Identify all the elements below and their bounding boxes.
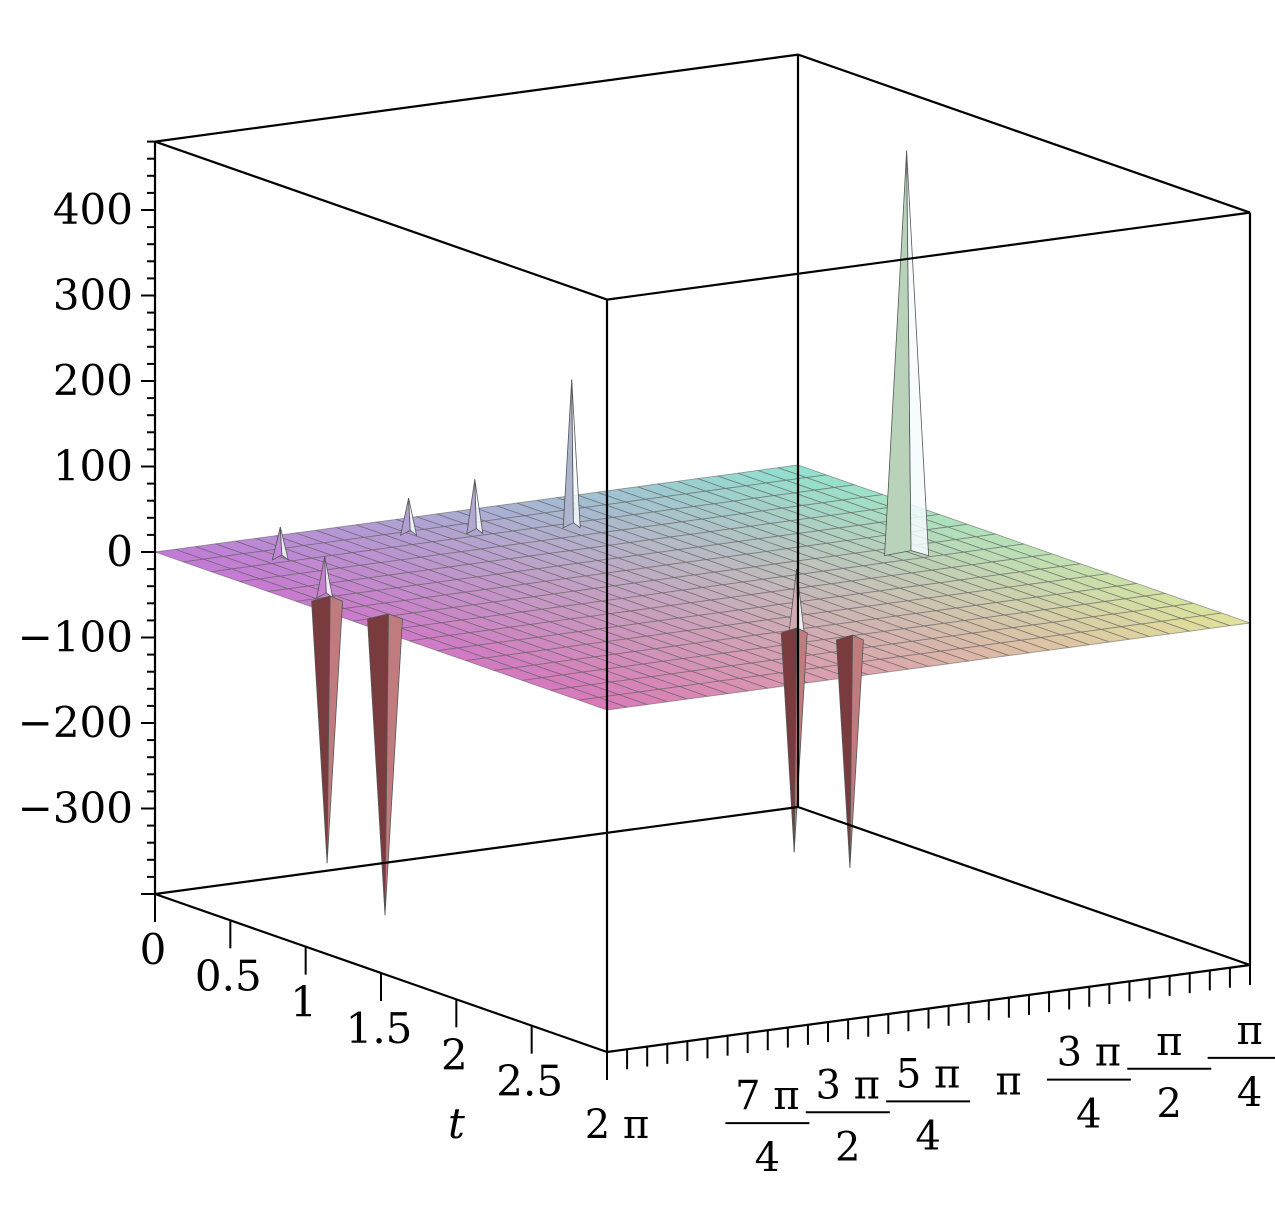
z-axis: 400 300 200 100 0 −100 −200 −300: [18, 140, 155, 895]
bounding-box: [153, 53, 1252, 1054]
t-tick-label: 1.5: [346, 1004, 413, 1053]
spike-highlight: [474, 479, 484, 535]
spike-highlight: [384, 613, 403, 916]
z-tick-label: 100: [53, 442, 133, 491]
theta-tick-denominator: 2: [1157, 1081, 1182, 1127]
theta-tick-numerator: 3 π: [1057, 1030, 1121, 1076]
spike-layer: [271, 150, 930, 916]
box-edge: [154, 805, 799, 896]
theta-axis: 2 π 7 π 4 3 π 2 5 π 4 π 3 π 4 π 2 π 4: [585, 965, 1275, 1181]
theta-tick-numerator: 3 π: [816, 1062, 880, 1108]
z-tick-label: 0: [106, 527, 133, 576]
spike-highlight: [906, 150, 930, 557]
theta-tick-denominator: 4: [1237, 1070, 1262, 1116]
spike-highlight: [793, 627, 808, 853]
z-tick-label: −200: [18, 698, 133, 747]
z-tick-label: 400: [53, 185, 133, 234]
z-tick-label: 200: [53, 356, 133, 405]
z-tick-label: −300: [18, 784, 133, 833]
box-edge: [797, 53, 1251, 214]
spike-highlight: [849, 634, 864, 868]
t-axis: 0 0.5 1 1.5 2 2.5 t: [140, 894, 608, 1148]
t-tick-label: 0.5: [195, 951, 262, 1000]
box-edge: [606, 211, 1251, 301]
theta-tick-label: 2 π: [585, 1102, 649, 1148]
spike-highlight: [326, 595, 344, 864]
t-tick-label: 2.5: [496, 1057, 563, 1106]
theta-tick-numerator: π: [1156, 1019, 1182, 1065]
box-edge: [154, 140, 608, 301]
theta-tick-denominator: 2: [835, 1124, 860, 1170]
surface-mesh: [154, 464, 1251, 711]
t-tick-label: 2: [441, 1030, 468, 1079]
spike-highlight: [324, 556, 334, 599]
t-tick-label: 1: [290, 978, 317, 1027]
theta-tick-numerator: 7 π: [735, 1073, 799, 1119]
box-edge: [797, 805, 1251, 967]
theta-tick-numerator: π: [1236, 1008, 1262, 1054]
t-axis-label: t: [448, 1099, 465, 1148]
theta-tick-denominator: 4: [915, 1113, 940, 1159]
theta-tick-label: π: [995, 1059, 1021, 1105]
spike-highlight: [279, 526, 289, 562]
theta-tick-numerator: 5 π: [896, 1051, 960, 1097]
box-edge: [154, 53, 799, 143]
z-tick-label: 300: [53, 271, 133, 320]
theta-tick-denominator: 4: [1076, 1092, 1101, 1138]
t-tick-label: 0: [140, 925, 167, 974]
spike-highlight: [571, 379, 581, 529]
theta-tick-denominator: 4: [755, 1135, 780, 1181]
spike-highlight: [408, 498, 418, 537]
z-tick-label: −100: [18, 613, 133, 662]
